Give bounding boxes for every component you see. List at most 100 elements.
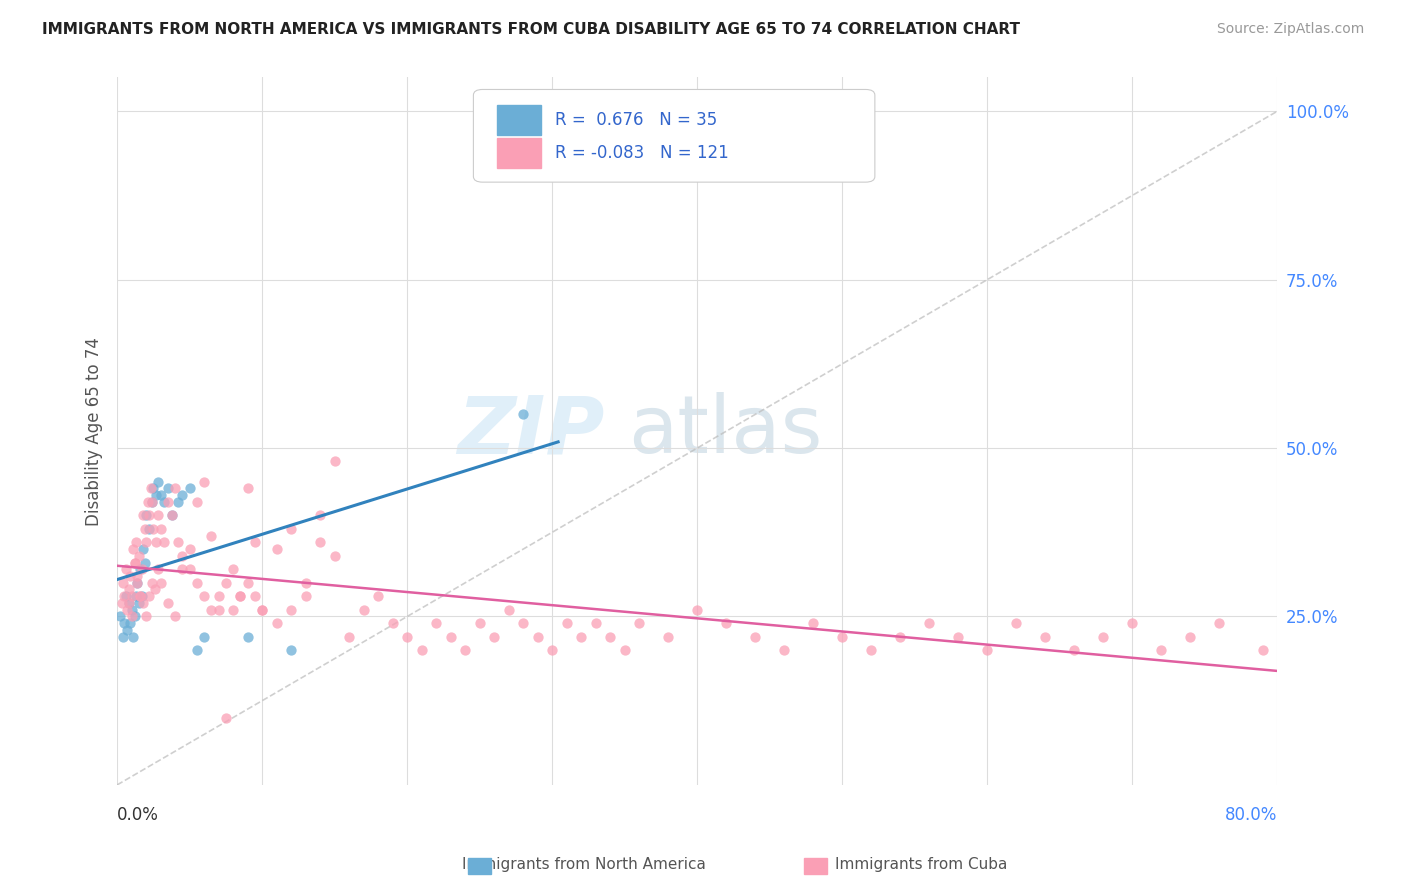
Point <box>976 643 998 657</box>
Point <box>128 549 150 563</box>
Point <box>353 603 375 617</box>
Point <box>152 495 174 509</box>
Point <box>127 575 149 590</box>
Point <box>236 482 259 496</box>
Point <box>222 562 245 576</box>
Point <box>208 589 231 603</box>
Point <box>121 609 143 624</box>
Text: Immigrants from North America: Immigrants from North America <box>461 857 706 872</box>
Point <box>115 562 138 576</box>
Point <box>773 643 796 657</box>
Point <box>1005 616 1028 631</box>
Point <box>127 569 149 583</box>
Point <box>367 589 389 603</box>
Text: Source: ZipAtlas.com: Source: ZipAtlas.com <box>1216 22 1364 37</box>
Point <box>145 535 167 549</box>
Point <box>118 596 141 610</box>
Point <box>127 575 149 590</box>
Bar <box>496 105 541 135</box>
Point <box>396 630 419 644</box>
Text: R = -0.083   N = 121: R = -0.083 N = 121 <box>554 145 728 162</box>
Text: ZIP: ZIP <box>457 392 605 470</box>
Point <box>138 508 160 523</box>
Point <box>121 603 143 617</box>
Point <box>135 535 157 549</box>
Point <box>143 582 166 597</box>
Point <box>266 542 288 557</box>
Point <box>337 630 360 644</box>
Point <box>585 616 607 631</box>
Point <box>110 596 132 610</box>
Point <box>801 616 824 631</box>
Point <box>193 589 215 603</box>
Point <box>193 630 215 644</box>
Text: IMMIGRANTS FROM NORTH AMERICA VS IMMIGRANTS FROM CUBA DISABILITY AGE 65 TO 74 CO: IMMIGRANTS FROM NORTH AMERICA VS IMMIGRA… <box>42 22 1021 37</box>
Point <box>149 575 172 590</box>
Point <box>200 528 222 542</box>
Point <box>138 522 160 536</box>
Point <box>165 482 187 496</box>
Point <box>162 508 184 523</box>
Point <box>309 535 332 549</box>
Point <box>124 556 146 570</box>
Point <box>599 630 621 644</box>
Point <box>411 643 433 657</box>
Point <box>172 488 194 502</box>
Point <box>141 575 163 590</box>
Point <box>200 603 222 617</box>
Point <box>167 535 190 549</box>
Point <box>716 616 738 631</box>
Point <box>229 589 252 603</box>
Point <box>323 454 346 468</box>
Point <box>114 589 136 603</box>
Point <box>156 482 179 496</box>
Point <box>149 488 172 502</box>
Point <box>294 575 316 590</box>
Point <box>186 643 208 657</box>
Point <box>156 596 179 610</box>
Point <box>1180 630 1202 644</box>
Point <box>193 475 215 489</box>
Point <box>135 609 157 624</box>
Point <box>172 549 194 563</box>
Point <box>186 495 208 509</box>
Point <box>831 630 853 644</box>
Point <box>454 643 477 657</box>
Point <box>229 589 252 603</box>
Point <box>129 589 152 603</box>
Point <box>118 582 141 597</box>
Point <box>122 630 145 644</box>
Point <box>149 522 172 536</box>
Point <box>1150 643 1173 657</box>
Point <box>266 616 288 631</box>
Point <box>141 495 163 509</box>
Point <box>236 575 259 590</box>
Point <box>1121 616 1143 631</box>
Point <box>134 522 156 536</box>
Point <box>132 508 155 523</box>
Point <box>165 609 187 624</box>
Point <box>156 495 179 509</box>
Point <box>440 630 463 644</box>
Point <box>129 562 152 576</box>
Point <box>111 575 134 590</box>
Point <box>294 589 316 603</box>
Point <box>484 630 506 644</box>
Point <box>131 589 153 603</box>
Point <box>125 589 148 603</box>
Point <box>115 589 138 603</box>
Point <box>860 643 883 657</box>
Text: Immigrants from Cuba: Immigrants from Cuba <box>835 857 1007 872</box>
Point <box>512 407 534 421</box>
Y-axis label: Disability Age 65 to 74: Disability Age 65 to 74 <box>86 336 103 525</box>
Point <box>280 643 302 657</box>
Point <box>468 616 491 631</box>
Point <box>162 508 184 523</box>
Point <box>138 589 160 603</box>
Point <box>131 562 153 576</box>
Point <box>152 535 174 549</box>
Point <box>243 535 266 549</box>
Point <box>948 630 970 644</box>
Point <box>139 482 162 496</box>
Point <box>132 542 155 557</box>
